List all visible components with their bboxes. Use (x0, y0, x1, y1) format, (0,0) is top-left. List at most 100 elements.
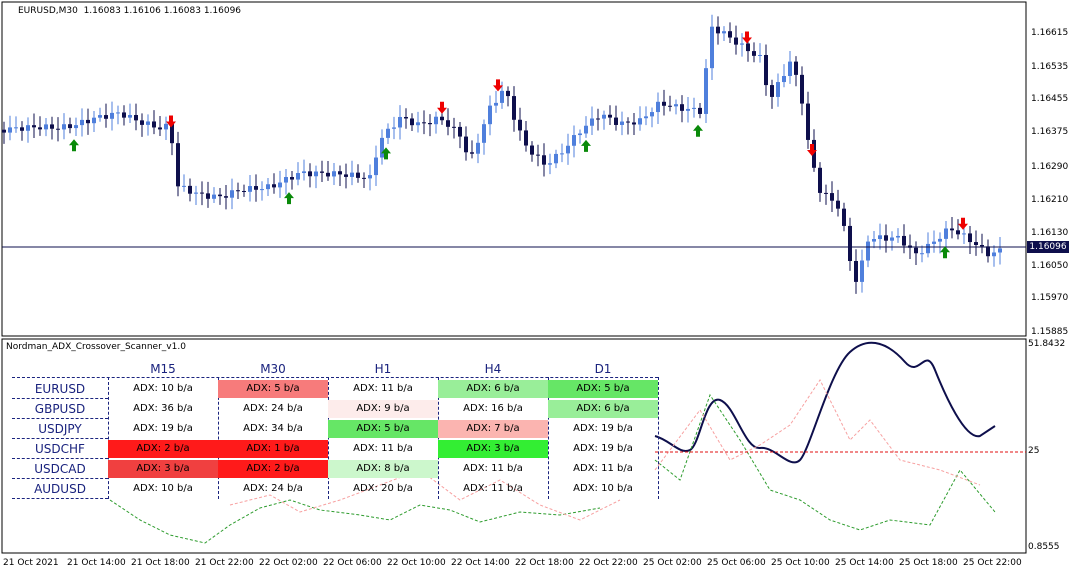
candle-body (818, 167, 822, 193)
time-tick-label: 22 Oct 02:00 (259, 558, 318, 568)
time-tick-label: 21 Oct 18:00 (131, 558, 190, 568)
candle-body (650, 112, 654, 117)
candle-body (422, 122, 426, 124)
candle-body (350, 172, 354, 177)
timeframe-header: D1 (594, 362, 612, 376)
adx-cell[interactable]: ADX: 3 b/a (438, 440, 548, 458)
adx-cell[interactable]: ADX: 1 b/a (218, 440, 328, 458)
signal-arrows-group (69, 31, 968, 259)
adx-cell[interactable]: ADX: 5 b/a (218, 380, 328, 398)
candle-body (188, 185, 192, 194)
current-price-badge: 1.16096 (1027, 241, 1069, 253)
symbol-usdcad[interactable]: USDCAD (12, 460, 108, 479)
symbol-label: EURUSD,M30 1.16083 1.16106 1.16083 1.160… (18, 6, 242, 16)
candle-body (608, 114, 612, 118)
adx-cell[interactable]: ADX: 11 b/a (463, 483, 523, 494)
candle-body (692, 107, 696, 109)
price-tick-label: 1.15885 (1031, 327, 1069, 337)
candle-body (854, 261, 858, 282)
candle-body (674, 104, 678, 107)
adx-cell[interactable]: ADX: 19 b/a (133, 423, 193, 434)
candle-body (200, 192, 204, 194)
symbol-usdjpy[interactable]: USDJPY (12, 420, 108, 439)
adx-cell[interactable]: ADX: 20 b/a (353, 483, 413, 494)
adx-cell[interactable]: ADX: 11 b/a (463, 463, 523, 474)
symbol-eurusd[interactable]: EURUSD (12, 380, 108, 399)
time-tick-label: 22 Oct 10:00 (387, 558, 446, 568)
adx-cell[interactable]: ADX: 10 b/a (133, 383, 193, 394)
buy-arrow-icon (940, 246, 950, 259)
buy-arrow-icon (69, 139, 79, 152)
column-divider (328, 377, 329, 499)
adx-cell[interactable]: ADX: 11 b/a (573, 463, 633, 474)
adx-cell[interactable]: ADX: 5 b/a (548, 380, 658, 398)
adx-cell[interactable]: ADX: 6 b/a (438, 380, 548, 398)
candle-body (212, 194, 216, 199)
candle-body (746, 43, 750, 52)
adx-cell[interactable]: ADX: 7 b/a (438, 420, 548, 438)
adx-cell[interactable]: ADX: 6 b/a (548, 400, 658, 418)
candle-body (428, 123, 432, 125)
adx-cell[interactable]: ADX: 19 b/a (573, 423, 633, 434)
candle-body (980, 244, 984, 247)
candle-body (224, 196, 228, 198)
adx-cell[interactable]: ADX: 3 b/a (108, 460, 218, 478)
candle-body (572, 135, 576, 146)
candle-body (122, 112, 126, 118)
adx-cell[interactable]: ADX: 24 b/a (243, 483, 303, 494)
candle-body (104, 115, 108, 119)
adx-cell[interactable]: ADX: 5 b/a (328, 420, 438, 438)
adx-cell[interactable]: ADX: 16 b/a (463, 403, 523, 414)
buy-arrow-icon (581, 139, 591, 152)
sell-arrow-icon (166, 115, 176, 128)
symbol-gbpusd[interactable]: GBPUSD (12, 400, 108, 419)
candle-body (806, 103, 810, 140)
candle-body (374, 157, 378, 176)
candle-body (434, 116, 438, 125)
candle-body (536, 154, 540, 156)
adx-cell[interactable]: ADX: 2 b/a (108, 440, 218, 458)
candle-body (968, 233, 972, 243)
candle-body (278, 182, 282, 188)
candle-body (644, 116, 648, 119)
candle-body (116, 112, 120, 114)
time-tick-label: 25 Oct 10:00 (771, 558, 830, 568)
candle-body (62, 124, 66, 130)
candle-body (488, 105, 492, 125)
candle-body (248, 186, 252, 192)
time-tick-label: 21 Oct 22:00 (195, 558, 254, 568)
time-tick-label: 22 Oct 06:00 (323, 558, 382, 568)
candle-body (218, 194, 222, 197)
adx-cell[interactable]: ADX: 36 b/a (133, 403, 193, 414)
candle-body (740, 43, 744, 45)
sell-arrow-icon (742, 31, 752, 44)
adx-cell[interactable]: ADX: 10 b/a (573, 483, 633, 494)
adx-cell[interactable]: ADX: 11 b/a (353, 383, 413, 394)
candle-body (560, 153, 564, 155)
candle-body (260, 189, 264, 191)
symbol-usdchf[interactable]: USDCHF (12, 440, 108, 459)
header-divider (12, 377, 658, 378)
candle-body (596, 118, 600, 120)
candle-body (464, 136, 468, 153)
column-divider (218, 377, 219, 499)
buy-arrow-icon (381, 147, 391, 160)
candle-body (614, 117, 618, 125)
candle-body (698, 107, 702, 114)
adx-cell[interactable]: ADX: 34 b/a (243, 423, 303, 434)
adx-cell[interactable]: ADX: 19 b/a (573, 443, 633, 454)
adx-cell[interactable]: ADX: 8 b/a (328, 460, 438, 478)
candle-body (128, 115, 132, 118)
adx-cell[interactable]: ADX: 10 b/a (133, 483, 193, 494)
adx-cell[interactable]: ADX: 2 b/a (218, 460, 328, 478)
symbol-audusd[interactable]: AUDUSD (12, 480, 108, 499)
candle-body (668, 105, 672, 107)
time-tick-label: 25 Oct 14:00 (835, 558, 894, 568)
sell-arrow-icon (807, 144, 817, 156)
candle-body (656, 101, 660, 113)
adx-cell[interactable]: ADX: 9 b/a (328, 400, 438, 418)
adx-cell[interactable]: ADX: 11 b/a (353, 443, 413, 454)
candle-body (686, 108, 690, 111)
adx-cell[interactable]: ADX: 24 b/a (243, 403, 303, 414)
